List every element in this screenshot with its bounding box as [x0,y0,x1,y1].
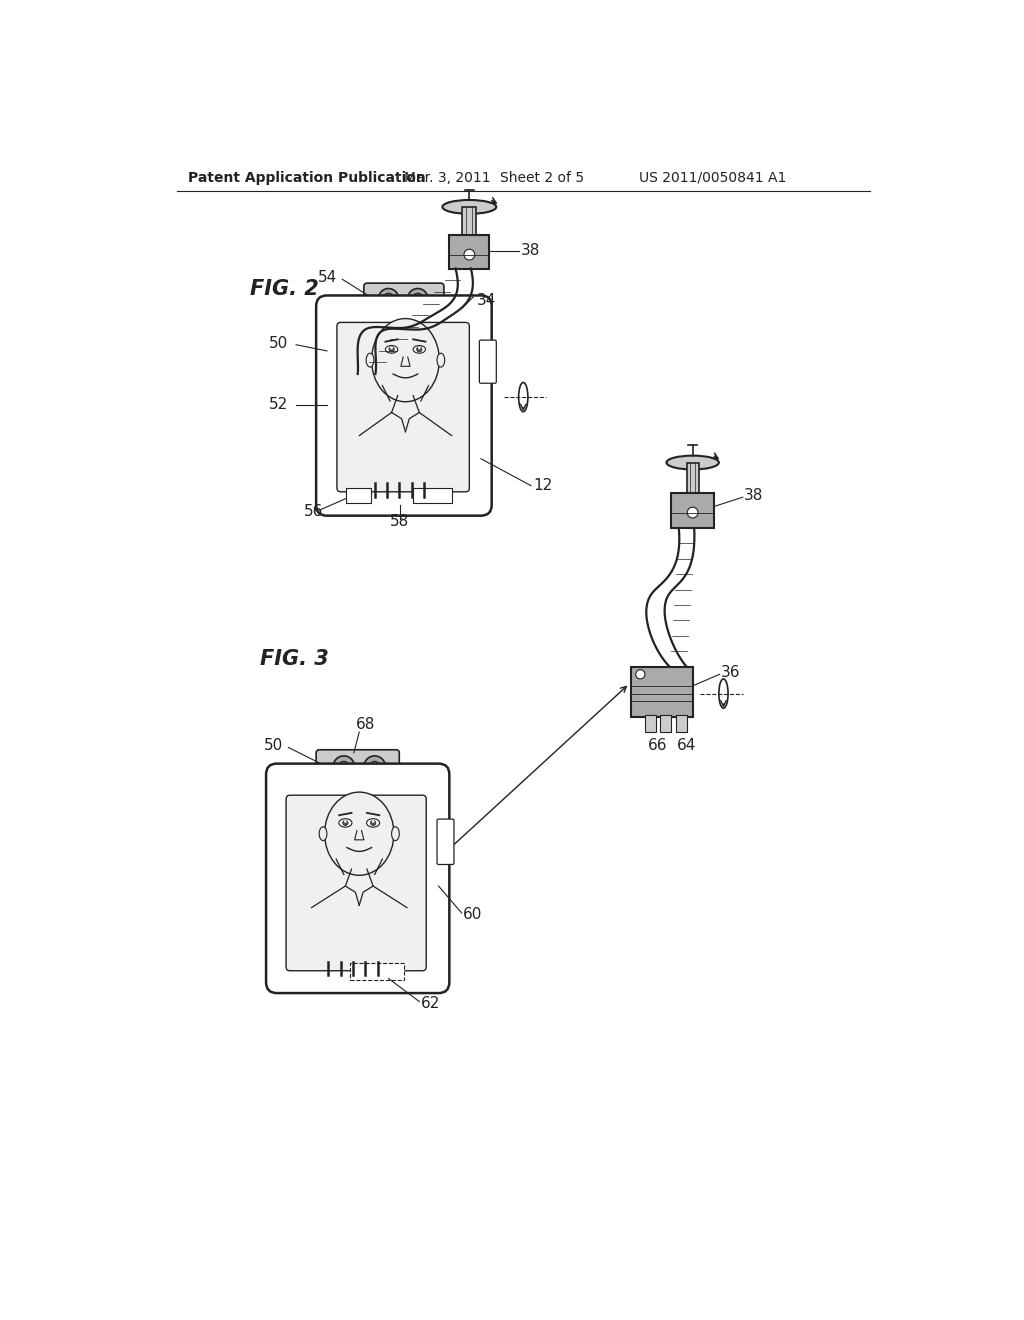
Bar [450,235,489,268]
Ellipse shape [417,347,422,352]
Text: FIG. 2: FIG. 2 [250,280,318,300]
Text: 58: 58 [390,515,410,529]
Ellipse shape [367,818,380,828]
Circle shape [339,762,349,772]
Bar [645,715,655,733]
Ellipse shape [442,199,497,214]
Ellipse shape [437,354,444,367]
Text: 52: 52 [269,397,289,412]
Bar [686,462,698,492]
Ellipse shape [339,818,352,828]
FancyBboxPatch shape [337,322,469,492]
Circle shape [636,669,645,678]
Ellipse shape [389,347,394,352]
Circle shape [383,293,394,304]
Text: US 2011/0050841 A1: US 2011/0050841 A1 [639,170,786,185]
Text: 36: 36 [721,665,740,680]
FancyBboxPatch shape [316,296,492,516]
Text: FIG. 3: FIG. 3 [260,649,329,669]
Ellipse shape [343,820,348,825]
Text: Mar. 3, 2011: Mar. 3, 2011 [403,170,490,185]
Bar [346,488,371,503]
Bar [463,207,476,235]
FancyBboxPatch shape [266,763,450,993]
Bar [350,964,403,979]
Ellipse shape [344,820,346,822]
Text: 50: 50 [269,335,289,351]
Text: 50: 50 [264,738,283,754]
Circle shape [416,296,420,301]
Bar [671,492,714,528]
Bar [660,715,671,733]
Circle shape [342,764,346,770]
Text: 64: 64 [677,738,696,752]
Ellipse shape [372,318,439,401]
Text: Patent Application Publication: Patent Application Publication [188,170,426,185]
Circle shape [408,289,428,309]
Circle shape [687,507,698,517]
Ellipse shape [372,820,374,822]
Ellipse shape [367,354,374,367]
Circle shape [373,764,377,770]
Circle shape [413,293,423,304]
Text: 56: 56 [304,503,324,519]
Ellipse shape [325,792,394,875]
Ellipse shape [418,347,421,348]
FancyBboxPatch shape [437,818,454,865]
FancyBboxPatch shape [316,750,399,780]
FancyBboxPatch shape [479,341,497,383]
Ellipse shape [385,346,397,354]
Text: 12: 12 [534,478,553,494]
Circle shape [364,756,385,777]
Text: 60: 60 [463,907,482,923]
Circle shape [464,249,475,260]
Bar [676,715,686,733]
Bar [631,667,692,717]
FancyBboxPatch shape [364,284,444,313]
Text: 66: 66 [648,738,668,752]
Ellipse shape [413,346,425,354]
FancyBboxPatch shape [286,795,426,970]
Text: 38: 38 [744,488,764,503]
Text: 68: 68 [355,717,375,731]
Ellipse shape [319,826,327,841]
Circle shape [386,296,391,301]
Text: 38: 38 [521,243,541,257]
Text: 34: 34 [477,293,497,309]
Text: 62: 62 [421,995,440,1011]
Ellipse shape [371,820,376,825]
Circle shape [370,762,380,772]
Bar [413,488,452,503]
Ellipse shape [391,826,399,841]
Text: Sheet 2 of 5: Sheet 2 of 5 [500,170,585,185]
Text: 54: 54 [317,271,337,285]
Circle shape [333,756,354,777]
Ellipse shape [390,347,393,348]
Circle shape [400,296,404,301]
Ellipse shape [667,455,719,470]
Ellipse shape [518,383,528,412]
Circle shape [379,289,398,309]
Ellipse shape [719,678,728,708]
